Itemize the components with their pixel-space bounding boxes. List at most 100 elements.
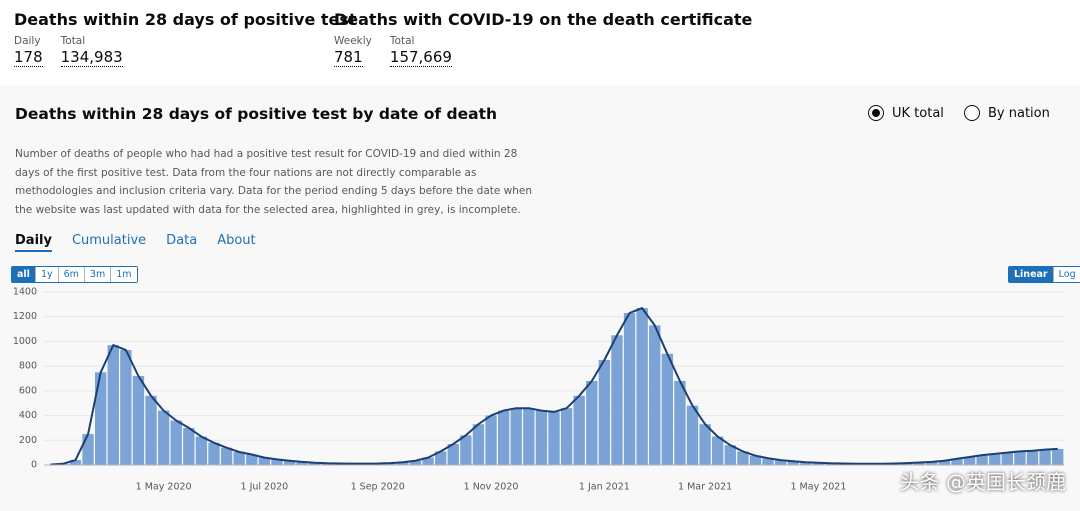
x-tick-label: 1 Jul 2020 — [241, 482, 289, 493]
tab[interactable]: About — [217, 233, 256, 248]
metric: Daily 178 — [14, 35, 43, 67]
y-tick-label: 800 — [19, 361, 37, 372]
bar — [712, 436, 724, 465]
bar — [95, 372, 107, 465]
summary-block: Deaths within 28 days of positive test D… — [14, 10, 357, 67]
y-tick-label: 400 — [19, 410, 37, 421]
bar — [69, 460, 82, 465]
y-tick-label: 200 — [19, 435, 37, 446]
bar — [183, 427, 195, 465]
x-tick-label: 1 May 2021 — [790, 482, 846, 493]
x-tick-label: 1 Sep 2020 — [351, 482, 405, 493]
bar — [309, 462, 321, 465]
bar — [951, 458, 963, 465]
radio-label[interactable]: By nation — [988, 105, 1050, 121]
bar — [976, 455, 988, 465]
bar — [220, 447, 233, 465]
chart: 0 200 400 600 800 1000 1200 1400 1 May 2020 1 Jul… — [13, 287, 1064, 493]
x-tick-label: 1 May 2020 — [136, 482, 192, 493]
bar — [397, 462, 409, 465]
bar — [812, 462, 825, 465]
range-button[interactable]: 3m — [83, 267, 111, 282]
bar — [938, 460, 951, 465]
range-button[interactable]: 6m — [57, 267, 84, 282]
description: Number of deaths of people who had had a… — [15, 148, 533, 216]
metric-value[interactable]: 134,983 — [60, 48, 123, 67]
y-tick-label: 1200 — [13, 311, 37, 322]
bar — [208, 442, 220, 465]
y-tick-label: 1000 — [13, 336, 37, 347]
bar — [611, 335, 623, 465]
bar — [107, 345, 119, 465]
summary-title: Deaths within 28 days of positive test — [14, 10, 357, 29]
metric: Total 134,983 — [60, 35, 123, 67]
bar — [535, 410, 548, 465]
bar — [989, 453, 1001, 465]
scale-button[interactable]: Linear — [1009, 267, 1053, 282]
range-button[interactable]: all — [12, 267, 35, 282]
card-title: Deaths within 28 days of positive test b… — [15, 105, 498, 123]
tab[interactable]: Cumulative — [71, 233, 147, 248]
bar — [132, 376, 145, 465]
trend-line — [50, 307, 1058, 466]
bar — [560, 408, 573, 465]
bar — [422, 457, 434, 465]
bar — [598, 359, 611, 465]
bar — [497, 410, 510, 465]
bar — [1001, 452, 1013, 465]
bar — [636, 308, 648, 465]
range-button[interactable]: 1y — [34, 267, 58, 282]
tab[interactable]: Data — [166, 233, 198, 248]
bar — [1014, 451, 1026, 465]
bar — [510, 408, 522, 465]
range-button[interactable]: 1m — [110, 267, 137, 282]
bar — [82, 434, 94, 465]
bar — [800, 462, 812, 465]
metric-value[interactable]: 157,669 — [389, 48, 452, 67]
metric-value[interactable]: 178 — [14, 48, 43, 67]
bar — [120, 350, 132, 465]
bar — [485, 415, 497, 465]
metric: Total 157,669 — [389, 35, 452, 67]
bar — [775, 460, 787, 465]
x-tick-label: 1 Jan 2021 — [579, 482, 630, 493]
bar — [195, 436, 208, 465]
radio-option[interactable]: By nation — [964, 105, 1050, 121]
bar — [460, 435, 472, 465]
bar — [435, 451, 447, 465]
radio-label[interactable]: UK total — [892, 105, 944, 121]
bar — [246, 454, 258, 465]
x-tick-label: 1 Mar 2021 — [678, 482, 732, 493]
bar — [271, 459, 283, 465]
bar — [661, 353, 673, 465]
bar — [686, 405, 699, 465]
bar — [157, 410, 170, 465]
bar — [749, 455, 762, 465]
metric-label: Total — [60, 35, 86, 47]
tab[interactable]: Daily — [15, 233, 52, 252]
radio-dot[interactable] — [964, 105, 980, 121]
bar — [447, 443, 459, 465]
bar — [1039, 449, 1051, 465]
bar — [296, 461, 308, 465]
radio-option[interactable]: UK total — [868, 105, 944, 121]
bar — [548, 411, 560, 465]
bar — [724, 445, 736, 465]
bar — [170, 420, 182, 465]
scale-button[interactable]: Log — [1052, 267, 1080, 282]
bar — [623, 313, 636, 465]
y-tick-label: 1400 — [13, 287, 37, 298]
radio-dot[interactable] — [868, 105, 884, 121]
bar — [258, 457, 271, 465]
bar — [787, 461, 799, 465]
metric-label: Weekly — [334, 35, 372, 47]
bar — [233, 452, 245, 465]
y-tick-label: 0 — [31, 460, 37, 471]
bar — [283, 460, 296, 465]
bar — [963, 456, 976, 465]
range-buttons: all 1y 6m 3m 1m — [11, 266, 138, 283]
y-tick-label: 600 — [19, 385, 37, 396]
metric-value[interactable]: 781 — [334, 48, 363, 67]
bar — [649, 325, 661, 465]
